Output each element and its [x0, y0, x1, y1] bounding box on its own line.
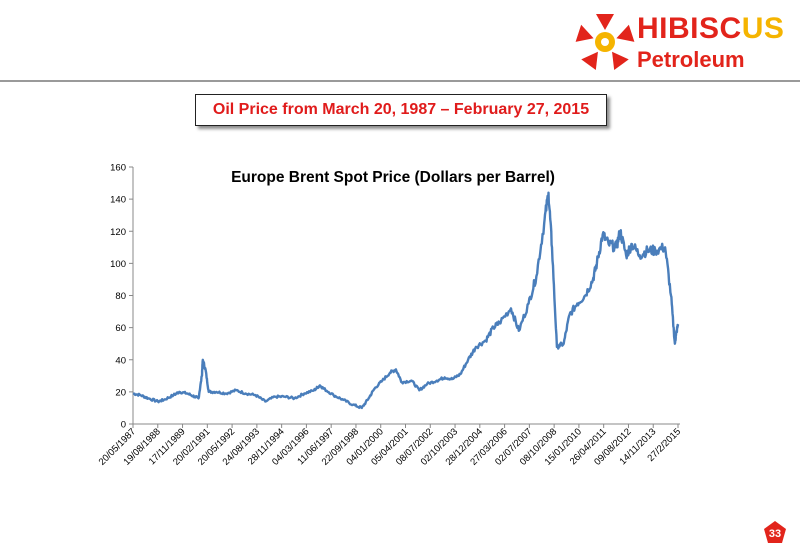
y-tick-label: 40 — [115, 355, 126, 366]
y-tick-label: 160 — [110, 163, 126, 174]
page-number: 33 — [768, 528, 782, 540]
pentagon-badge-icon — [764, 521, 786, 543]
pentagon-flower-icon — [575, 14, 635, 70]
y-tick-label: 20 — [115, 387, 126, 398]
series-line-brent — [132, 191, 680, 410]
chart-title: Europe Brent Spot Price (Dollars per Bar… — [231, 169, 555, 186]
slide-title: Oil Price from March 20, 1987 – February… — [195, 94, 607, 126]
y-tick-label: 0 — [121, 420, 126, 431]
logo-wordmark-red: HIBISC — [637, 12, 742, 45]
header-rule — [0, 80, 800, 82]
y-tick-label: 60 — [115, 323, 126, 334]
y-tick-label: 140 — [110, 195, 126, 206]
y-tick-label: 100 — [110, 259, 126, 270]
company-logo: HIBISCUS Petroleum — [575, 8, 790, 76]
y-tick-label: 80 — [115, 291, 126, 302]
y-tick-label: 120 — [110, 227, 126, 238]
logo-subtitle: Petroleum — [637, 47, 745, 72]
logo-wordmark-yellow: US — [741, 12, 785, 45]
logo-wordmark: HIBISCUS — [637, 14, 784, 44]
page-number-badge: 33 — [763, 520, 787, 544]
